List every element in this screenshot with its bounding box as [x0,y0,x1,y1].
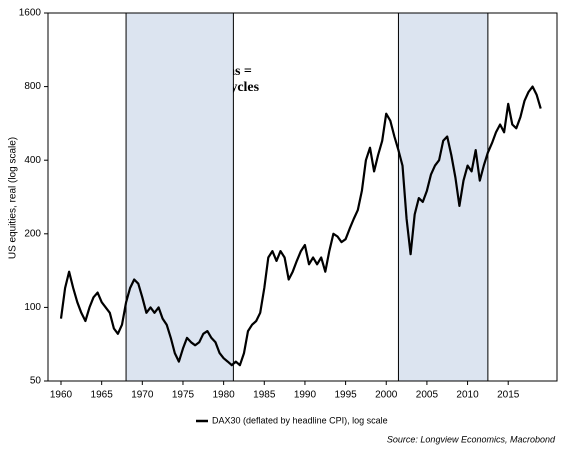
y-tick-label: 1600 [19,8,42,19]
source: Source: Longview Economics, Macrobond [387,434,556,444]
x-tick-label: 2015 [497,390,520,401]
x-tick-label: 1965 [91,390,114,401]
y-axis-label: US equities, real (log scale) [8,137,19,259]
y-tick-label: 400 [24,155,41,166]
x-tick-label: 1985 [253,390,276,401]
y-tick-label: 800 [24,81,41,92]
x-tick-label: 1960 [50,390,73,401]
legend-label: DAX30 (deflated by headline CPI), log sc… [212,415,388,425]
x-tick-label: 1980 [213,390,236,401]
y-tick-label: 50 [30,376,42,387]
shaded-period [398,13,488,381]
x-tick-label: 1995 [334,390,357,401]
x-tick-label: 2000 [375,390,398,401]
x-tick-label: 2010 [456,390,479,401]
x-tick-label: 1990 [294,390,317,401]
y-tick-label: 200 [24,228,41,239]
x-tick-label: 1970 [131,390,154,401]
x-tick-label: 1975 [172,390,195,401]
data-line [59,85,542,367]
x-tick-label: 2005 [416,390,439,401]
y-tick-label: 100 [24,302,41,313]
shaded-period [126,13,234,381]
plot-frame [47,12,558,382]
